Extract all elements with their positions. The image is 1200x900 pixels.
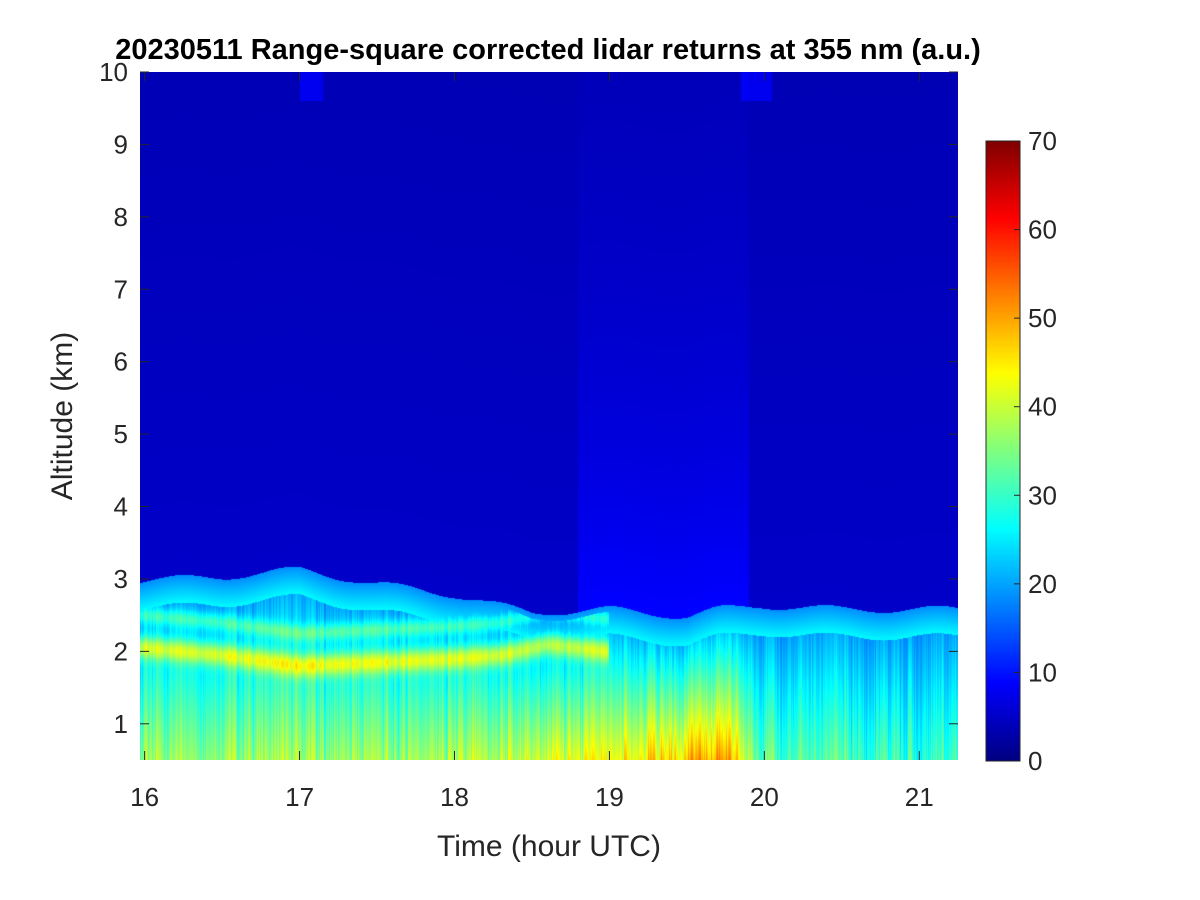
x-axis-label: Time (hour UTC) — [437, 830, 661, 863]
x-tick-label: 16 — [130, 782, 159, 812]
x-tick-label: 18 — [440, 782, 469, 812]
y-axis-ticks: 1 2 3 4 5 6 7 8 9 10 — [99, 57, 958, 739]
colorbar-tick-label: 0 — [1028, 746, 1042, 776]
colorbar: 0 10 20 30 40 50 60 70 — [985, 126, 1057, 776]
y-tick-label: 3 — [114, 564, 128, 594]
colorbar-tick-label: 20 — [1028, 569, 1057, 599]
colorbar-frame — [985, 140, 1021, 762]
x-axis-ticks: 16 17 18 19 20 21 — [130, 72, 934, 812]
y-tick-label: 10 — [99, 57, 128, 87]
colorbar-ticks: 0 10 20 30 40 50 60 70 — [1014, 126, 1057, 776]
y-tick-label: 1 — [114, 709, 128, 739]
x-tick-label: 17 — [285, 782, 314, 812]
colorbar-gradient — [986, 141, 1020, 761]
y-tick-label: 4 — [114, 492, 128, 522]
y-axis-label: Altitude (km) — [46, 332, 79, 500]
colorbar-tick-label: 70 — [1028, 126, 1057, 156]
heatmap-plot — [140, 72, 958, 760]
y-tick-label: 7 — [114, 274, 128, 304]
heatmap-raster — [140, 72, 958, 760]
x-tick-label: 20 — [750, 782, 779, 812]
y-tick-label: 8 — [114, 202, 128, 232]
x-tick-label: 19 — [595, 782, 624, 812]
x-tick-label: 21 — [905, 782, 934, 812]
colorbar-tick-label: 40 — [1028, 392, 1057, 422]
colorbar-tick-label: 30 — [1028, 480, 1057, 510]
chart-title: 20230511 Range-square corrected lidar re… — [115, 34, 981, 66]
y-tick-label: 9 — [114, 129, 128, 159]
colorbar-tick-label: 10 — [1028, 657, 1057, 687]
y-tick-label: 2 — [114, 636, 128, 666]
y-tick-label: 5 — [114, 419, 128, 449]
colorbar-tick-label: 60 — [1028, 215, 1057, 245]
y-tick-label: 6 — [114, 347, 128, 377]
colorbar-tick-label: 50 — [1028, 303, 1057, 333]
